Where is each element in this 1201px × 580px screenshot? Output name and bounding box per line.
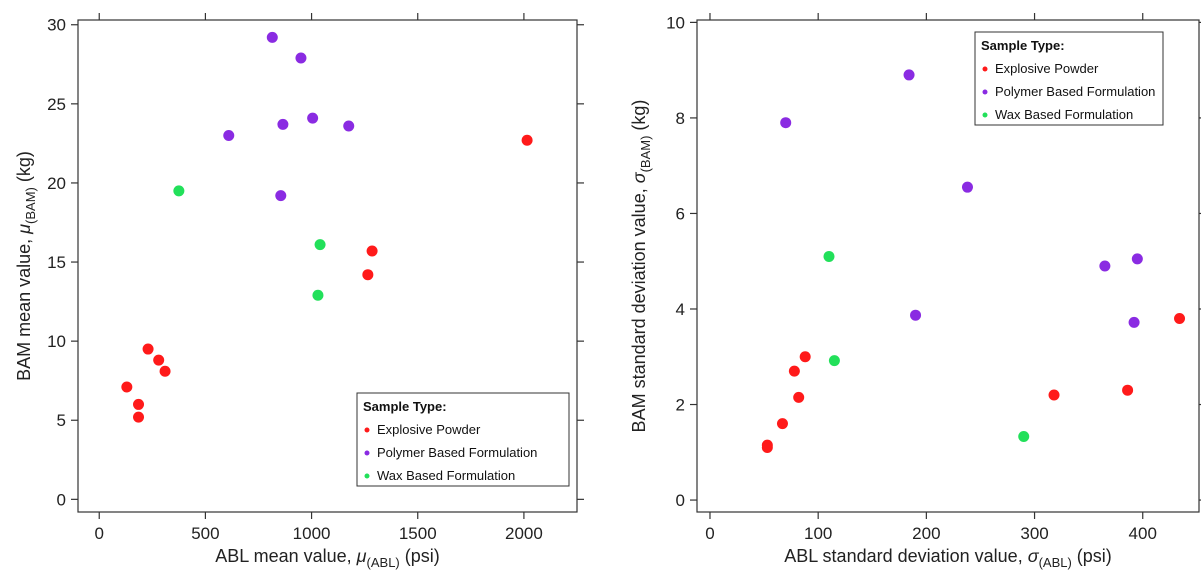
- legend: Sample Type: Explosive Powder Polymer Base…: [356, 392, 570, 487]
- y-tick-label: 25: [47, 95, 66, 114]
- y-axis-label: BAM mean value, μ(BAM) (kg): [14, 151, 38, 381]
- data-point: [362, 269, 374, 281]
- x-tick-label: 0: [94, 524, 103, 543]
- data-point: [159, 365, 171, 377]
- legend: Sample Type: Explosive Powder Polymer Base…: [974, 31, 1164, 126]
- legend-entry: Polymer Based Formulation: [377, 445, 537, 460]
- data-point: [776, 418, 788, 430]
- legend-entry: Wax Based Formulation: [377, 468, 515, 483]
- data-point: [823, 250, 835, 262]
- data-point: [295, 52, 307, 64]
- data-point: [173, 185, 185, 197]
- y-tick-label: 30: [47, 16, 66, 35]
- data-point: [1099, 260, 1111, 272]
- x-tick-label: 300: [1020, 524, 1048, 543]
- data-point: [1018, 431, 1030, 443]
- legend-entry: Polymer Based Formulation: [995, 84, 1155, 99]
- series-explosive-powder: [761, 313, 1186, 454]
- x-tick-label: 1000: [293, 524, 331, 543]
- data-point: [133, 411, 145, 423]
- legend-marker: [364, 427, 370, 433]
- y-tick-label: 6: [676, 204, 685, 223]
- y-tick-label: 20: [47, 174, 66, 193]
- legend-marker: [982, 89, 988, 95]
- data-point: [961, 181, 973, 193]
- data-point: [307, 112, 319, 124]
- legend-title: Sample Type:: [981, 38, 1065, 53]
- series-polymer-based-formulation: [780, 69, 1143, 328]
- data-point: [153, 354, 165, 366]
- y-tick-label: 2: [676, 396, 685, 415]
- data-point: [761, 442, 773, 454]
- x-axis-label: ABL mean value, μ(ABL) (psi): [215, 546, 440, 570]
- x-tick-label: 100: [804, 524, 832, 543]
- data-point: [1131, 253, 1143, 265]
- data-point: [780, 117, 792, 129]
- data-point: [312, 289, 324, 301]
- data-point: [133, 398, 145, 410]
- data-point: [343, 120, 355, 132]
- x-tick-label: 500: [191, 524, 219, 543]
- chart-panel-1: 0 500 1000 1500 2000 0 5 10 15 20 25 30 ABL mean val…: [14, 13, 584, 570]
- data-point: [521, 134, 533, 146]
- data-point: [910, 309, 922, 321]
- plot-frame: [77, 19, 578, 513]
- y-tick-label: 0: [57, 490, 66, 509]
- x-tick-label: 0: [705, 524, 714, 543]
- data-point: [1174, 313, 1186, 325]
- data-point: [788, 365, 800, 377]
- series-wax-based-formulation: [823, 250, 1030, 443]
- legend-title: Sample Type:: [363, 399, 447, 414]
- legend-entry: Explosive Powder: [377, 422, 481, 437]
- legend-entry: Explosive Powder: [995, 61, 1099, 76]
- data-point: [266, 31, 278, 43]
- y-tick-label: 5: [57, 411, 66, 430]
- data-point: [1122, 384, 1134, 396]
- data-point: [121, 381, 133, 393]
- legend-marker: [982, 66, 988, 72]
- y-tick-label: 0: [676, 491, 685, 510]
- data-point: [828, 355, 840, 367]
- series-wax-based-formulation: [173, 185, 326, 301]
- legend-box: [974, 31, 1164, 126]
- y-tick-label: 10: [47, 332, 66, 351]
- x-tick-label: 200: [912, 524, 940, 543]
- data-point: [142, 343, 154, 355]
- series-explosive-powder: [121, 134, 533, 423]
- legend-box: [356, 392, 570, 487]
- data-point: [1048, 389, 1060, 401]
- legend-entry: Wax Based Formulation: [995, 107, 1133, 122]
- x-tick-label: 400: [1129, 524, 1157, 543]
- chart-panel-2: 0 100 200 300 400 0 2 4 6 8 10 ABL standard deviati…: [629, 13, 1201, 570]
- y-axis-label: BAM standard deviation value, σ(BAM) (kg…: [629, 100, 653, 433]
- legend-marker: [364, 450, 370, 456]
- plot-frame: [696, 19, 1200, 513]
- data-point: [366, 245, 378, 257]
- legend-marker: [364, 473, 370, 479]
- x-tick-label: 1500: [399, 524, 437, 543]
- y-tick-label: 15: [47, 253, 66, 272]
- x-tick-label: 2000: [505, 524, 543, 543]
- y-tick-label: 10: [666, 13, 685, 32]
- data-point: [223, 129, 235, 141]
- y-tick-label: 8: [676, 109, 685, 128]
- data-point: [903, 69, 915, 81]
- x-axis-label: ABL standard deviation value, σ(ABL) (ps…: [784, 546, 1112, 570]
- data-point: [1128, 316, 1140, 328]
- data-point: [793, 391, 805, 403]
- series-polymer-based-formulation: [223, 31, 355, 202]
- data-point: [275, 190, 287, 202]
- legend-marker: [982, 112, 988, 118]
- data-point: [277, 118, 289, 130]
- data-point: [799, 351, 811, 363]
- y-tick-label: 4: [676, 300, 685, 319]
- data-point: [314, 239, 326, 251]
